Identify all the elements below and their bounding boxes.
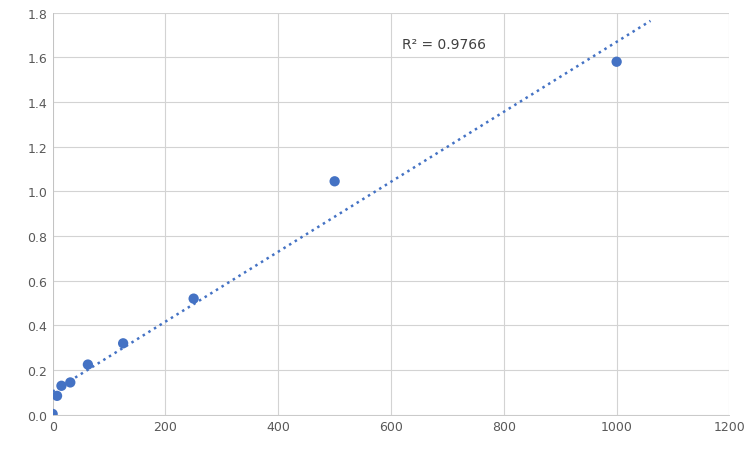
Point bbox=[64, 379, 76, 386]
Point bbox=[82, 361, 94, 368]
Point bbox=[117, 340, 129, 347]
Point bbox=[51, 392, 63, 400]
Point bbox=[329, 178, 341, 185]
Point bbox=[47, 410, 59, 418]
Point bbox=[611, 59, 623, 66]
Point bbox=[56, 382, 68, 390]
Text: R² = 0.9766: R² = 0.9766 bbox=[402, 38, 487, 52]
Point bbox=[188, 295, 200, 303]
